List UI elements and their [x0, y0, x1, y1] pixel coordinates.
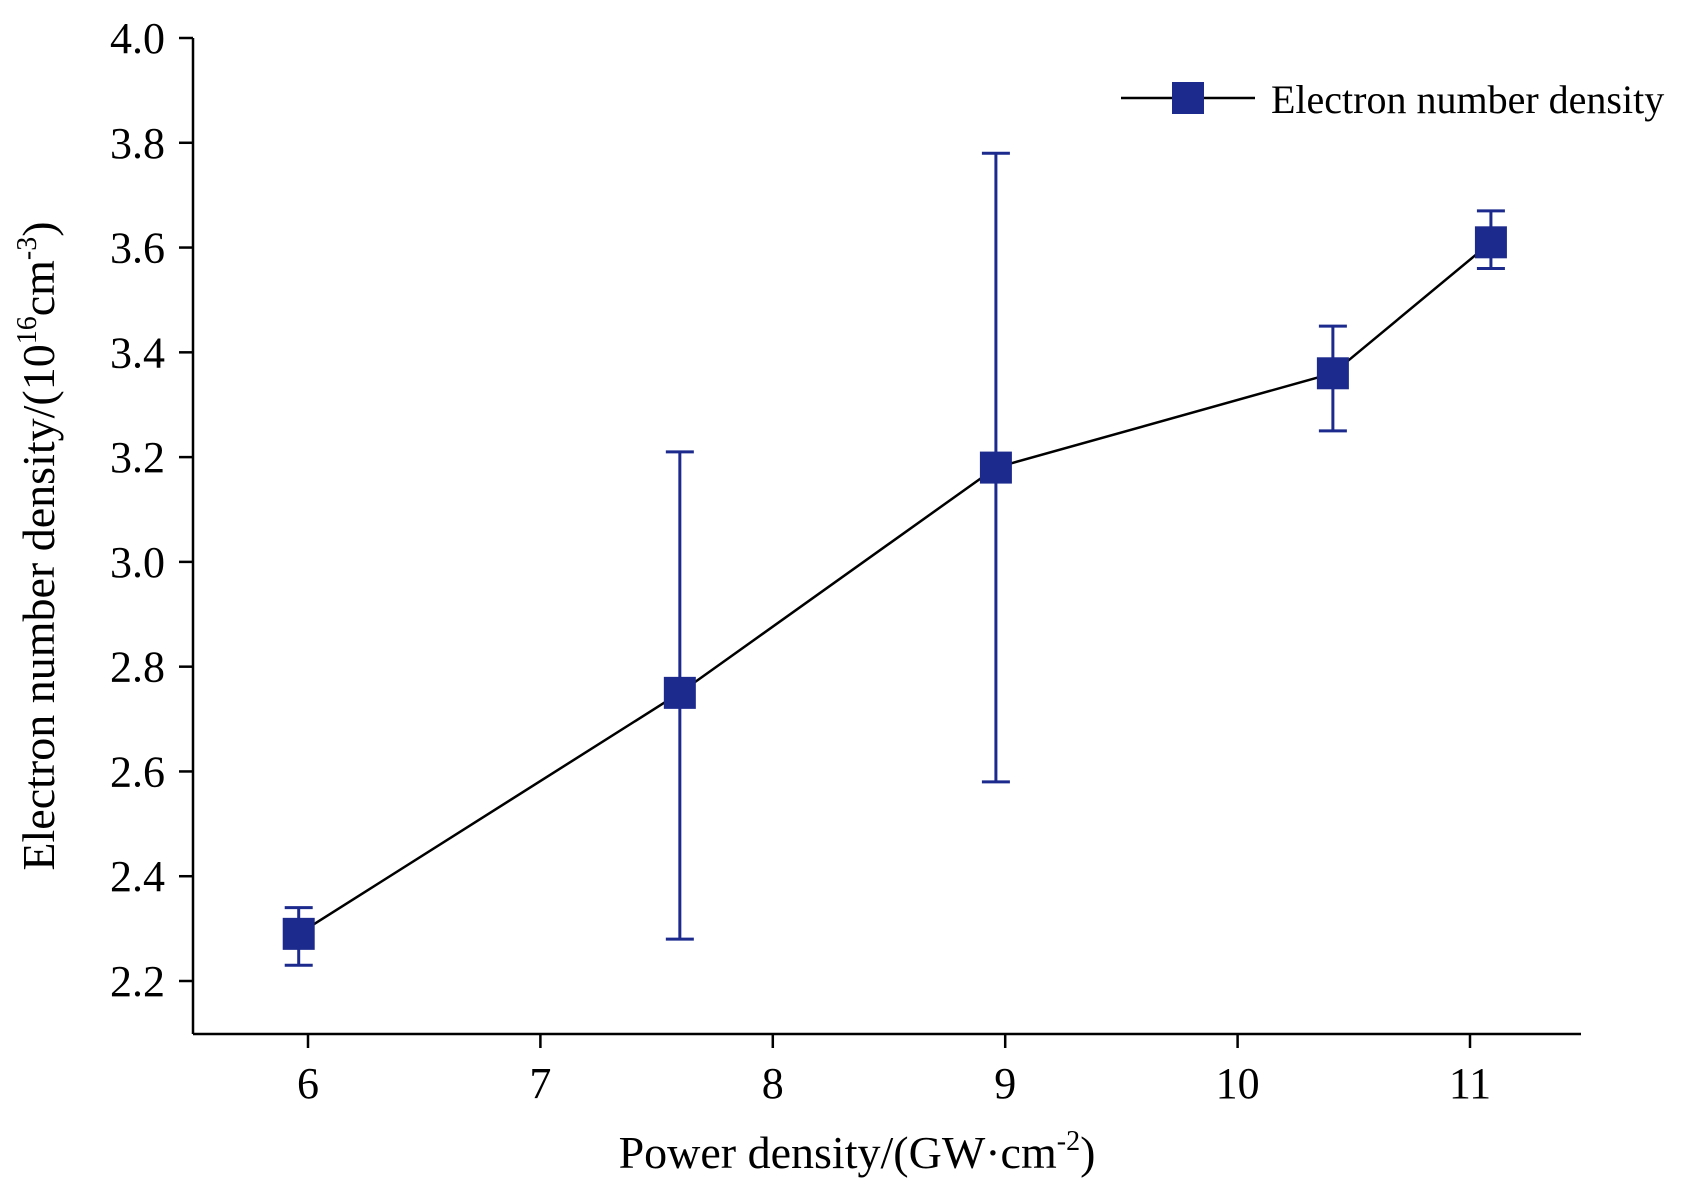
- y-tick-label: 4.0: [110, 14, 165, 63]
- y-tick-label: 3.4: [110, 328, 165, 377]
- x-tick-label: 8: [762, 1059, 784, 1108]
- y-axis-title: Electron number density/(1016cm-3): [12, 221, 64, 870]
- y-tick-label: 3.2: [110, 433, 165, 482]
- y-tick-label: 2.2: [110, 957, 165, 1006]
- y-tick-label: 3.6: [110, 224, 165, 273]
- data-point: [282, 917, 315, 950]
- data-point: [663, 676, 696, 709]
- x-tick-label: 9: [994, 1059, 1016, 1108]
- data-point: [1316, 357, 1349, 390]
- x-tick-label: 10: [1216, 1059, 1260, 1108]
- x-tick-label: 11: [1449, 1059, 1491, 1108]
- y-tick-label: 2.8: [110, 643, 165, 692]
- y-tick-label: 3.8: [110, 119, 165, 168]
- legend-marker: [1172, 82, 1204, 114]
- data-point: [979, 451, 1012, 484]
- y-axis-ticks: 2.2 2.4 2.6 2.8 3.0 3.2 3.4 3.6 3.8 4.0: [110, 14, 193, 1006]
- data-point: [1474, 226, 1507, 259]
- legend-label: Electron number density: [1271, 77, 1664, 122]
- x-tick-label: 6: [297, 1059, 319, 1108]
- series-layer: [282, 151, 1507, 967]
- y-tick-label: 3.0: [110, 538, 165, 587]
- x-tick-label: 7: [529, 1059, 551, 1108]
- y-tick-label: 2.4: [110, 852, 165, 901]
- x-axis-title: Power density/(GW·cm-2): [619, 1126, 1096, 1178]
- plot-area: [191, 38, 1581, 1036]
- legend: Electron number density: [1121, 77, 1664, 122]
- y-tick-label: 2.6: [110, 747, 165, 796]
- x-axis-ticks: 6 7 8 9 10 11: [297, 1034, 1491, 1108]
- series-line: [298, 241, 1492, 935]
